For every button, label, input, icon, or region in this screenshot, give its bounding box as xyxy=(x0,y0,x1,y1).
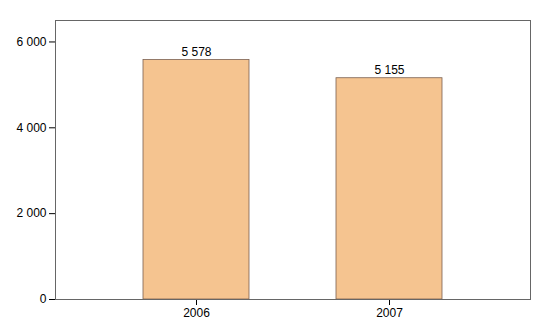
svg-text:4 000: 4 000 xyxy=(16,121,46,135)
svg-text:2 000: 2 000 xyxy=(16,206,46,220)
svg-text:5 155: 5 155 xyxy=(374,63,404,77)
svg-text:2006: 2006 xyxy=(183,306,210,320)
svg-text:2007: 2007 xyxy=(376,306,403,320)
svg-text:0: 0 xyxy=(40,292,47,306)
svg-text:5 578: 5 578 xyxy=(181,45,211,59)
svg-text:6 000: 6 000 xyxy=(16,35,46,49)
